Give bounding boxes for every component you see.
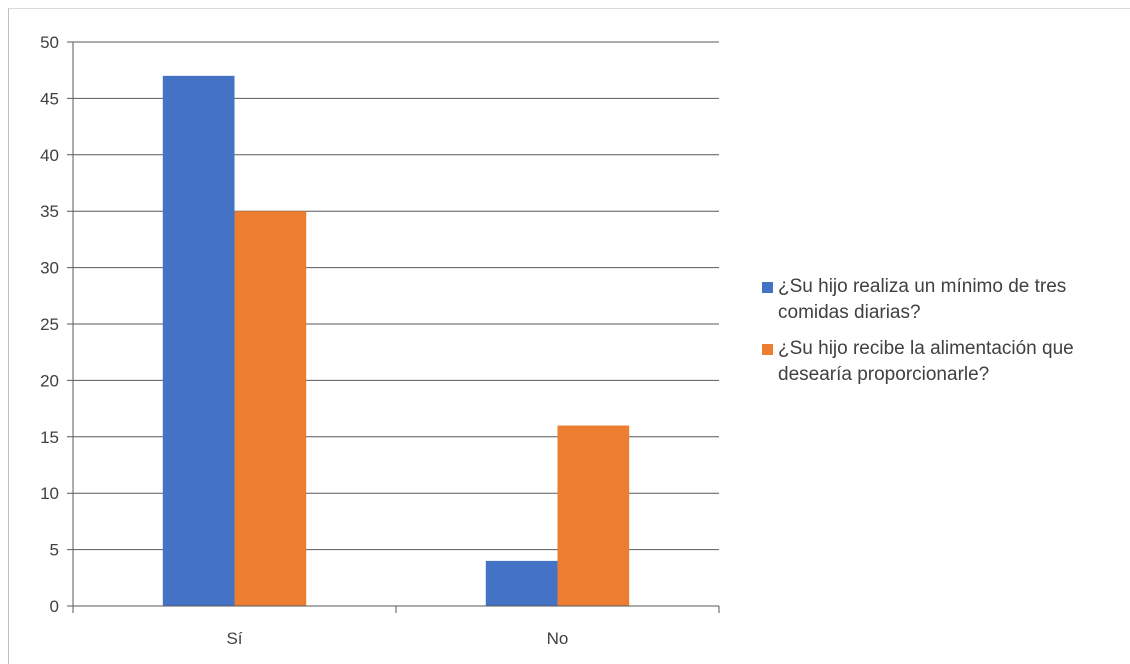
y-tick-label-45: 45: [40, 89, 59, 108]
y-tick-label-35: 35: [40, 202, 59, 221]
legend: ¿Su hijo realiza un mínimo de tres comid…: [762, 274, 1122, 398]
chart-frame: [8, 8, 1130, 664]
legend-item-series-1: ¿Su hijo realiza un mínimo de tres comid…: [762, 274, 1122, 326]
y-tick-label-20: 20: [40, 371, 59, 390]
legend-swatch-series-1: [762, 282, 773, 293]
legend-swatch-series-2: [762, 344, 773, 355]
axes: [67, 42, 720, 613]
legend-item-series-2: ¿Su hijo recibe la alimentación que dese…: [762, 336, 1122, 388]
y-tick-label-25: 25: [40, 315, 59, 334]
y-tick-label-30: 30: [40, 259, 59, 278]
bar-series-2-0: [234, 211, 307, 606]
bars: [162, 75, 630, 607]
y-axis-tick-labels: 0 5 10 15 20 25 30 35 40 45 50: [40, 33, 59, 616]
x-tick-label-1: No: [547, 629, 569, 648]
bar-series-2-1: [557, 425, 630, 606]
y-tick-label-0: 0: [50, 597, 59, 616]
legend-label-series-2: ¿Su hijo recibe la alimentación que dese…: [778, 338, 1074, 385]
x-axis-tick-labels: Sí No: [226, 629, 568, 648]
y-tick-label-50: 50: [40, 33, 59, 52]
gridlines: [67, 41, 719, 551]
x-tick-label-0: Sí: [226, 629, 242, 648]
y-tick-label-10: 10: [40, 484, 59, 503]
y-tick-label-15: 15: [40, 428, 59, 447]
bar-series-1-1: [485, 560, 558, 606]
y-tick-label-5: 5: [50, 541, 59, 560]
y-tick-label-40: 40: [40, 146, 59, 165]
bar-series-1-0: [162, 75, 235, 607]
legend-label-series-1: ¿Su hijo realiza un mínimo de tres comid…: [778, 276, 1067, 323]
